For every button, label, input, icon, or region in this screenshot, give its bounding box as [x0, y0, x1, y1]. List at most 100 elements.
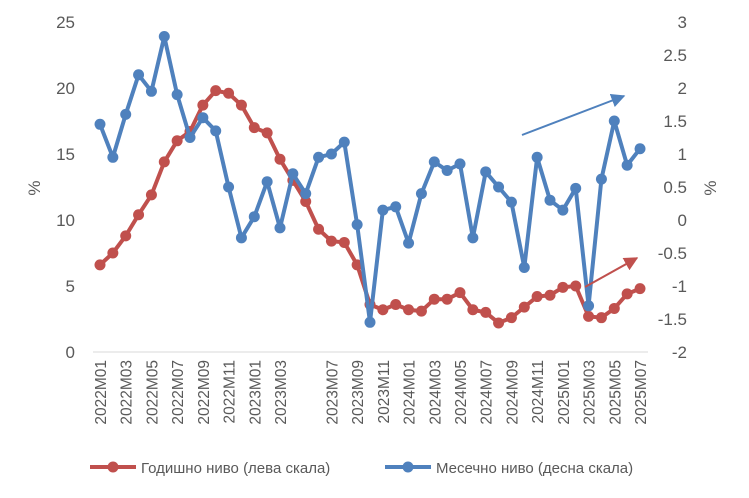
left-y-axis-title: % — [25, 180, 44, 195]
x-tick-label: 2024M03 — [427, 360, 444, 425]
legend-marker-annual — [107, 461, 119, 473]
data-point — [94, 118, 106, 130]
data-point — [454, 287, 466, 299]
data-point — [634, 283, 646, 295]
data-point — [415, 305, 427, 317]
series-line — [98, 34, 642, 325]
right-y-tick-label: 0 — [678, 211, 687, 230]
x-tick-label: 2025M07 — [633, 360, 650, 425]
data-point — [338, 236, 350, 248]
data-point — [274, 222, 286, 234]
data-point — [608, 115, 620, 127]
x-tick-label: 2022M05 — [144, 360, 161, 425]
left-y-tick-label: 10 — [56, 211, 75, 230]
x-tick-label: 2022M01 — [93, 360, 110, 425]
data-point — [351, 259, 363, 271]
x-tick-label: 2025M05 — [607, 360, 624, 425]
data-point — [518, 301, 530, 313]
right-y-tick-label: 3 — [678, 13, 687, 32]
data-point — [235, 232, 247, 244]
data-point — [634, 143, 646, 155]
x-tick-label: 2024M07 — [479, 360, 496, 425]
data-point — [377, 304, 389, 316]
right-y-tick-label: -0.5 — [658, 244, 687, 263]
data-point — [621, 288, 633, 300]
x-tick-label: 2023M11 — [376, 360, 393, 423]
x-tick-label: 2023M01 — [247, 360, 264, 425]
data-point — [390, 201, 402, 213]
trend-arrow-blue — [521, 93, 626, 136]
data-point — [441, 165, 453, 176]
series-monthly — [94, 31, 646, 328]
data-point — [544, 289, 556, 301]
data-point — [158, 156, 170, 168]
left-y-tick-label: 20 — [56, 79, 75, 98]
data-point — [120, 108, 132, 120]
legend-marker-monthly — [402, 461, 414, 473]
legend-label-monthly: Месечно ниво (десна скала) — [436, 460, 633, 477]
right-y-tick-label: -1.5 — [658, 310, 687, 329]
data-point — [248, 211, 260, 223]
data-point — [120, 230, 132, 242]
data-point — [197, 112, 209, 124]
data-point — [107, 247, 119, 259]
right-y-tick-label: 2.5 — [663, 46, 687, 65]
data-point — [544, 194, 556, 206]
data-point — [261, 127, 273, 139]
data-point — [107, 151, 119, 163]
data-point — [171, 89, 183, 101]
data-point — [197, 99, 209, 111]
data-point — [338, 136, 350, 148]
data-point — [133, 69, 145, 81]
data-point — [467, 304, 479, 316]
series-layer — [94, 31, 646, 329]
data-point — [403, 304, 415, 316]
data-point — [145, 85, 157, 97]
x-tick-label: 2023M07 — [324, 360, 341, 425]
data-point — [351, 219, 363, 231]
data-point — [377, 204, 389, 216]
legend-label-annual: Годишно ниво (лева скала) — [141, 460, 330, 477]
left-y-tick-label: 15 — [56, 145, 75, 164]
right-y-tick-label: 1.5 — [663, 112, 687, 131]
data-point — [94, 259, 106, 271]
data-point — [505, 196, 517, 208]
left-y-axis: 0 5 10 15 20 25 — [56, 13, 75, 362]
x-tick-label: 2025M01 — [556, 360, 573, 425]
data-point — [583, 310, 595, 322]
data-point — [403, 237, 415, 249]
data-point — [557, 204, 569, 216]
x-tick-label: 2022M11 — [222, 360, 239, 423]
data-point — [325, 148, 337, 160]
data-point — [184, 132, 196, 143]
x-axis-tick-labels: 2022M01 2022M03 2022M05 2022M07 2022M09 2022M… — [93, 360, 650, 425]
data-point — [171, 135, 183, 147]
data-point — [210, 125, 222, 137]
data-point — [428, 156, 440, 168]
data-point — [210, 85, 222, 97]
data-point — [505, 312, 517, 324]
data-point — [300, 196, 312, 208]
data-point — [223, 87, 235, 99]
x-tick-label: 2024M05 — [453, 360, 470, 425]
data-point — [518, 262, 530, 274]
data-point — [621, 159, 633, 171]
right-y-tick-label: -1 — [672, 277, 687, 296]
right-y-axis-title: % — [701, 180, 720, 195]
legend: Годишно ниво (лева скала) Месечно ниво (… — [90, 460, 633, 477]
right-y-axis: -2 -1.5 -1 -0.5 0 0.5 1 1.5 2 2.5 3 — [658, 13, 687, 362]
x-tick-label: 2024M09 — [504, 360, 521, 425]
data-point — [595, 312, 607, 324]
x-tick-label: 2022M09 — [196, 360, 213, 425]
data-point — [248, 122, 260, 134]
data-point — [583, 300, 595, 312]
data-point — [531, 291, 543, 303]
right-y-tick-label: -2 — [672, 343, 687, 362]
data-point — [557, 281, 569, 293]
right-y-tick-label: 1 — [678, 145, 687, 164]
data-point — [493, 181, 505, 193]
data-point — [313, 151, 325, 163]
data-point — [531, 151, 543, 163]
data-point — [467, 232, 479, 244]
